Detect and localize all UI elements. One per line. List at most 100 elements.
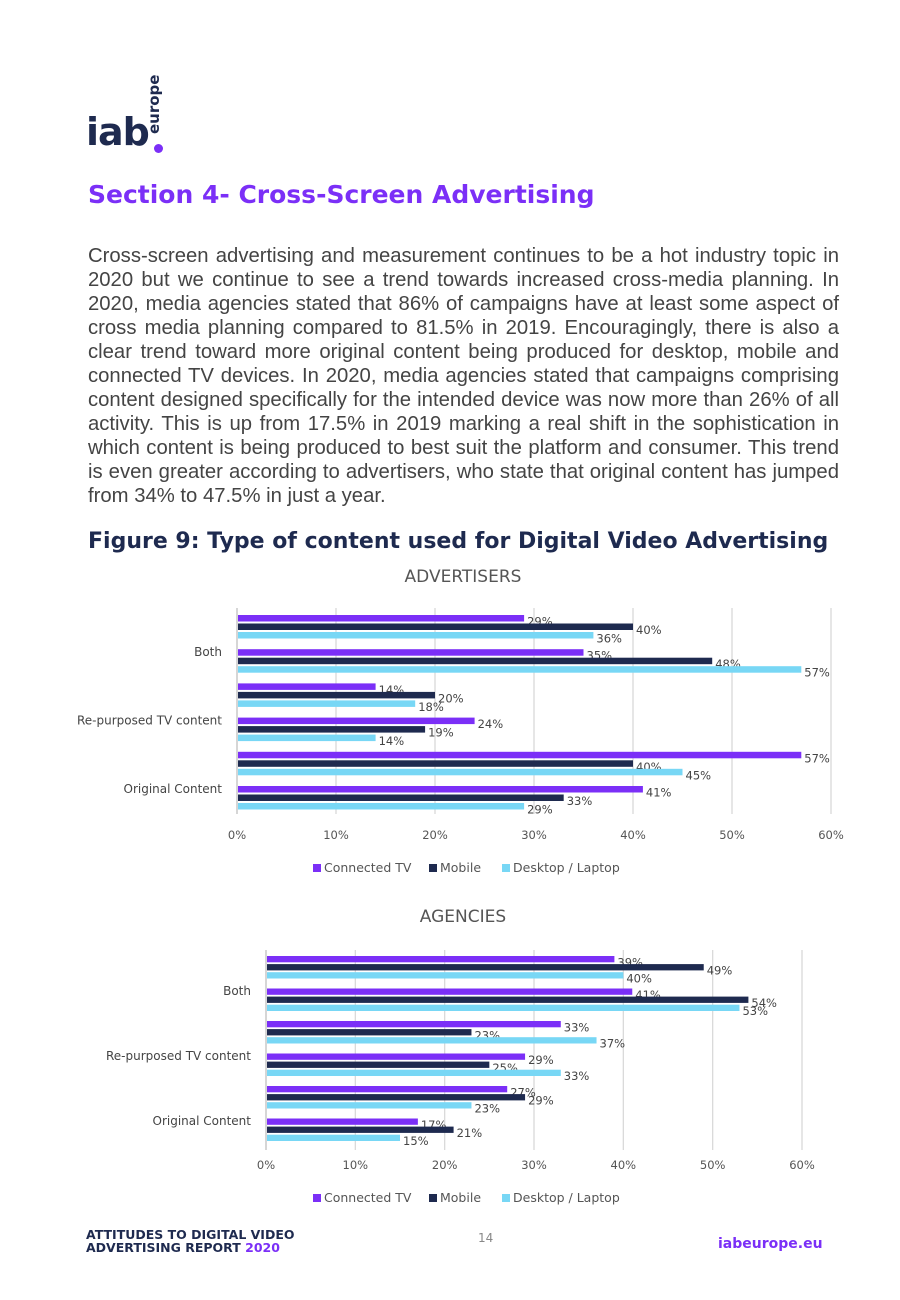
advertisers-chart: ADVERTISERS 0% 10% 20% 30% 40% 50% 60% 29% 40% 36%… (77, 567, 844, 875)
bar-mobile (238, 691, 435, 699)
data-label: 20% (438, 691, 464, 705)
report-title: ATTITUDES TO DIGITAL VIDEO ADVERTISING R… (86, 1228, 295, 1254)
bar-mobile (238, 794, 564, 801)
data-label: 15% (403, 1134, 429, 1148)
bar-desktop-laptop (267, 1037, 597, 1044)
category-label: Re-purposed TV content (106, 1049, 251, 1063)
bar-mobile (238, 657, 713, 665)
bar-desktop-laptop (238, 768, 683, 776)
body-paragraph: Cross-screen advertising and measurement… (88, 245, 839, 507)
legend-swatch-connected-tv (313, 864, 321, 872)
bar-mobile (267, 1126, 454, 1133)
legend-swatch-mobile (429, 864, 437, 872)
x-tick-label: 40% (620, 828, 646, 842)
bar-connected-tv (238, 649, 584, 656)
data-label: 33% (564, 1020, 590, 1034)
chart-title: ADVERTISERS (405, 567, 522, 587)
category-label: Re-purposed TV content (77, 713, 222, 727)
x-tick-label: 50% (700, 1158, 726, 1172)
bar-connected-tv (238, 615, 525, 622)
bar-desktop-laptop (267, 1069, 561, 1076)
bar-mobile (267, 964, 704, 971)
x-tick-label: 0% (257, 1158, 275, 1172)
legend-entry: Mobile (440, 1190, 481, 1205)
bar-connected-tv (238, 717, 475, 725)
data-label: 54% (751, 996, 777, 1010)
data-label: 45% (686, 768, 712, 782)
x-tick-label: 20% (432, 1158, 458, 1172)
data-label: 57% (804, 666, 830, 680)
data-label: 29% (528, 1093, 554, 1107)
logo-sub-wordmark: europe (145, 74, 163, 134)
bar-connected-tv (267, 988, 633, 995)
bar-mobile (267, 1094, 526, 1101)
bar-mobile (267, 996, 749, 1003)
x-tick-label: 60% (789, 1158, 815, 1172)
bar-connected-tv (238, 786, 643, 793)
x-tick-label: 30% (521, 1158, 547, 1172)
bar-connected-tv (267, 1118, 418, 1125)
x-tick-label: 10% (323, 828, 349, 842)
bar-mobile (267, 1061, 490, 1068)
x-tick-label: 10% (343, 1158, 369, 1172)
bar-connected-tv (267, 1021, 561, 1028)
data-label: 24% (478, 717, 504, 731)
bar-connected-tv (267, 1053, 526, 1060)
data-label: 29% (528, 1053, 554, 1067)
legend-entry: Mobile (440, 860, 481, 875)
x-tick-label: 50% (719, 828, 745, 842)
site-link[interactable]: iabeurope.eu (718, 1236, 823, 1252)
data-label: 21% (457, 1126, 483, 1140)
bar-desktop-laptop (267, 972, 624, 979)
report-title-line2: ADVERTISING REPORT (86, 1240, 241, 1255)
data-label: 33% (567, 794, 593, 808)
bar-mobile (267, 1029, 472, 1036)
data-label: 57% (804, 751, 830, 765)
bar-mobile (238, 760, 633, 767)
bar-desktop-laptop (238, 700, 416, 707)
x-tick-label: 0% (228, 828, 246, 842)
data-label: 49% (707, 963, 733, 977)
data-label: 41% (646, 786, 672, 800)
bar-mobile (238, 623, 633, 630)
logo-wordmark: iab (86, 110, 150, 154)
data-label: 53% (742, 1004, 768, 1018)
x-tick-label: 40% (611, 1158, 637, 1172)
chart-title: AGENCIES (420, 907, 506, 927)
bar-connected-tv (267, 1086, 508, 1093)
bar-desktop-laptop (238, 734, 376, 742)
bar-desktop-laptop (238, 803, 525, 810)
legend-swatch-desktop-laptop (502, 864, 510, 872)
report-title-line1: ATTITUDES TO DIGITAL VIDEO (86, 1227, 295, 1242)
legend-entry: Connected TV (324, 1190, 412, 1205)
legend-entry: Desktop / Laptop (513, 860, 620, 875)
legend-entry: Desktop / Laptop (513, 1190, 620, 1205)
data-label: 14% (379, 734, 405, 748)
data-label: 36% (596, 632, 622, 646)
legend-swatch-desktop-laptop (502, 1194, 510, 1202)
logo-dot (154, 144, 163, 153)
bar-connected-tv (267, 956, 615, 963)
bar-mobile (238, 726, 426, 733)
legend-entry: Connected TV (324, 860, 412, 875)
category-label: Original Content (153, 1114, 252, 1128)
data-label: 40% (626, 972, 652, 986)
category-label: Original Content (124, 782, 223, 796)
page-number: 14 (478, 1231, 494, 1245)
legend-swatch-connected-tv (313, 1194, 321, 1202)
bar-desktop-laptop (238, 632, 594, 639)
data-label: 29% (527, 803, 553, 817)
x-tick-label: 30% (521, 828, 547, 842)
report-year: 2020 (245, 1240, 280, 1255)
bar-connected-tv (238, 751, 802, 759)
category-label: Both (223, 984, 251, 998)
data-label: 23% (474, 1102, 500, 1116)
legend-swatch-mobile (429, 1194, 437, 1202)
x-tick-label: 60% (818, 828, 844, 842)
bar-desktop-laptop (238, 666, 802, 673)
bar-desktop-laptop (267, 1004, 740, 1011)
logo-side: europe (144, 75, 164, 140)
iab-europe-logo: iab europe (86, 75, 176, 158)
bar-connected-tv (238, 683, 376, 690)
